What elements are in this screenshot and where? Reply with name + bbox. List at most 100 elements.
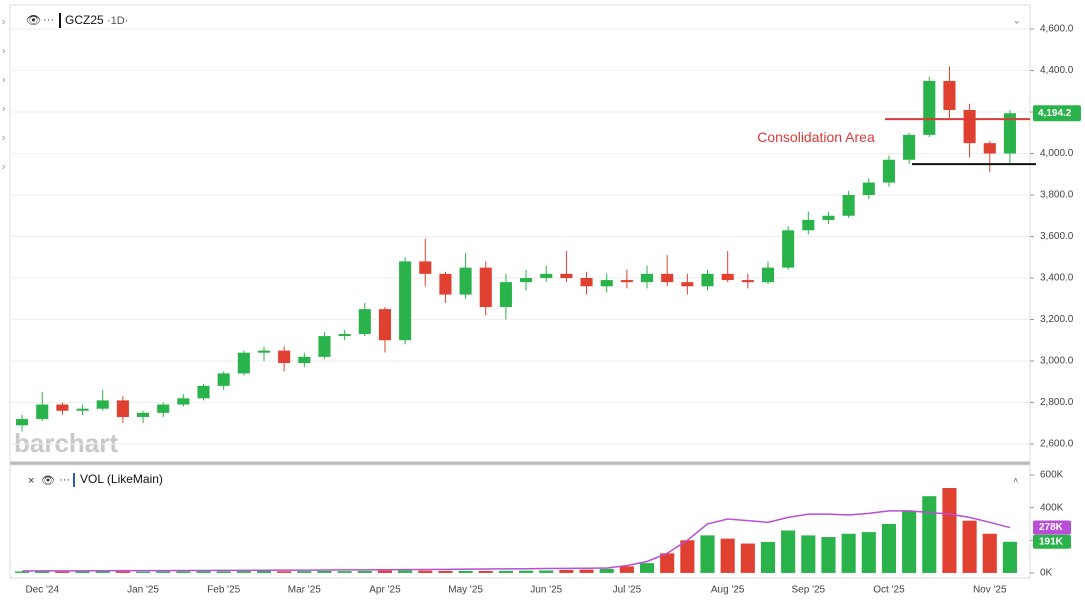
menu-dots[interactable]: ··· <box>59 474 70 486</box>
series-marker <box>73 473 75 487</box>
x-tick-label: Aug '25 <box>711 585 745 596</box>
volume-panel <box>9 464 1031 579</box>
eye-icon[interactable]: 👁 <box>26 13 41 27</box>
side-arrows: › › › › › › <box>2 17 5 173</box>
candle-body <box>237 352 250 374</box>
x-tick-label: May '25 <box>448 585 483 596</box>
x-tick-label: Apr '25 <box>369 585 401 596</box>
symbol: GCZ25 <box>65 13 104 27</box>
collapse-icon[interactable]: ˄ <box>1013 475 1018 485</box>
volume-bar <box>438 570 453 573</box>
volume-bar <box>700 535 715 573</box>
watermark: barchart <box>14 428 118 458</box>
candle-body <box>761 267 775 283</box>
volume-bar <box>498 570 513 573</box>
moving-average <box>22 510 1011 572</box>
y-tick-label: 4,400.0 <box>1040 65 1074 76</box>
candle-body <box>903 134 916 160</box>
volume-bar <box>902 510 917 573</box>
volume-bar <box>579 569 594 573</box>
x-tick-label: Jul '25 <box>613 585 642 596</box>
y-tick-label: 3,000.0 <box>1040 356 1074 367</box>
arrow-icon: › <box>2 104 5 115</box>
candle-body <box>16 419 29 426</box>
candle-body <box>439 273 452 295</box>
volume-bar <box>660 553 675 573</box>
volume-bar <box>740 543 755 573</box>
volume-bar <box>599 568 614 573</box>
candle-body <box>882 159 896 183</box>
candle-body <box>943 80 956 110</box>
volume-bar <box>176 571 191 573</box>
candle-body <box>620 280 633 283</box>
candle-body <box>338 334 351 337</box>
volume-bar <box>1002 541 1017 573</box>
y-tick-label: 3,600.0 <box>1040 231 1074 242</box>
volume-bar <box>619 566 634 573</box>
candle-body <box>741 280 754 283</box>
candle-body <box>378 309 392 341</box>
candle-body <box>257 350 271 353</box>
annotation: Consolidation Area <box>757 129 875 145</box>
y-tick-label: 400K <box>1040 502 1064 513</box>
candle-body <box>661 273 674 283</box>
last-value-label: 278K <box>1039 522 1064 533</box>
volume-bar <box>922 496 937 573</box>
volume-bar <box>881 523 897 573</box>
volume-bar <box>75 571 90 573</box>
menu-dots[interactable]: ··· <box>43 14 54 26</box>
volume-bar <box>95 571 110 573</box>
volume-bar <box>35 571 50 573</box>
volume-bar <box>357 570 372 573</box>
candle-body <box>96 400 109 409</box>
last-price-box <box>1033 105 1081 122</box>
arrow-icon: › <box>2 46 5 57</box>
volume-bar <box>156 571 171 573</box>
x-tick-label: Oct '25 <box>873 585 905 596</box>
candle-body <box>701 273 714 287</box>
arrow-icon: › <box>2 17 5 28</box>
volume-bar <box>982 533 997 573</box>
volume-bar <box>337 571 352 573</box>
y-tick-label: 3,800.0 <box>1040 190 1074 201</box>
candle-body <box>217 373 230 386</box>
volume-bar <box>539 570 554 573</box>
volume-bar <box>559 569 574 573</box>
candle-body <box>399 261 412 341</box>
volume-bar <box>398 570 413 573</box>
x-tick-label: Jun '25 <box>530 585 562 596</box>
candle-body <box>1003 113 1016 154</box>
volume-bar <box>861 532 876 573</box>
collapse-icon[interactable]: ⌄ <box>1013 15 1021 25</box>
y-tick-label: 2,600.0 <box>1040 439 1074 450</box>
candle-body <box>681 282 694 287</box>
volume-bar <box>720 538 735 573</box>
candle-body <box>116 400 129 417</box>
eye-icon[interactable]: 👁 <box>41 475 55 487</box>
volume-bar <box>196 571 211 573</box>
candle-body <box>157 404 170 413</box>
candle-body <box>318 336 331 357</box>
candle-body <box>358 309 371 335</box>
x-tick-label: Mar '25 <box>288 585 321 596</box>
candle-body <box>822 215 835 220</box>
volume-bar <box>317 570 332 573</box>
candle-body <box>963 109 976 144</box>
candle-body <box>862 182 875 196</box>
x-tick-label: Sep '25 <box>792 585 826 596</box>
candle-body <box>580 277 593 287</box>
candle-body <box>520 277 533 283</box>
interval: ·1D· <box>107 15 128 27</box>
volume-bar <box>216 571 231 573</box>
y-tick-label: 3,200.0 <box>1040 314 1074 325</box>
candle-body <box>499 282 512 308</box>
candle-body <box>923 80 936 135</box>
close-icon[interactable]: × <box>28 475 34 487</box>
x-tick-label: Jan '25 <box>127 585 159 596</box>
volume-bar <box>478 570 493 573</box>
candle-body <box>136 412 150 417</box>
x-tick-label: Feb '25 <box>207 585 240 596</box>
